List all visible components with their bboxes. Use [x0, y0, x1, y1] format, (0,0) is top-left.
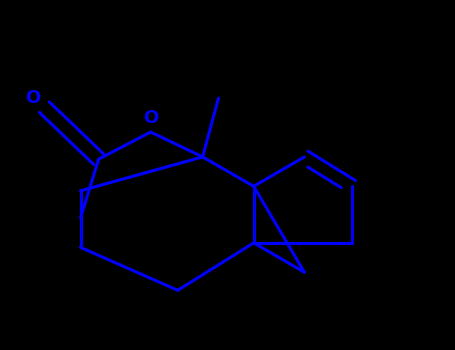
- Text: O: O: [143, 110, 158, 127]
- Text: O: O: [25, 89, 40, 107]
